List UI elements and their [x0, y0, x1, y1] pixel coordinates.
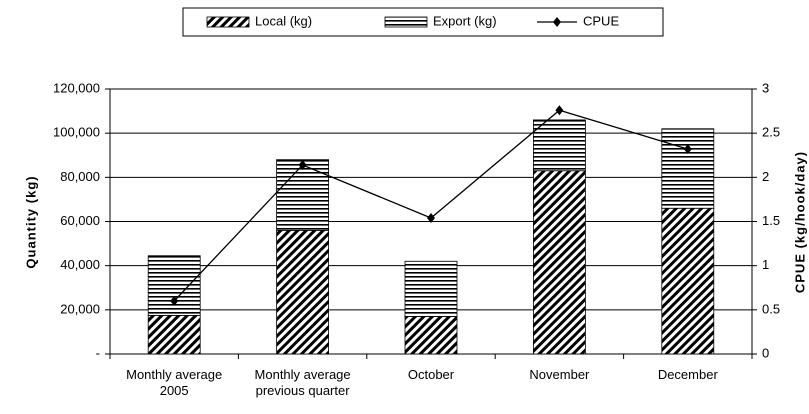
bar: [533, 170, 586, 355]
y2-tick-label: 1.5: [762, 213, 780, 228]
legend-swatch: [206, 16, 250, 28]
y-tick-label: 40,000: [60, 257, 100, 272]
x-tick-label: Monthly average previous quarter: [254, 367, 351, 398]
y-tick-label: 20,000: [60, 301, 100, 316]
y2-tick-label: 1: [762, 257, 769, 272]
legend-label: Local (kg): [255, 13, 312, 28]
y-tick-label: 120,000: [53, 80, 100, 95]
bar: [404, 260, 458, 317]
x-tick-label: Monthly average 2005: [126, 367, 223, 398]
legend-swatch: [384, 16, 428, 28]
marker: [683, 144, 692, 155]
y2-tick-label: 3: [762, 80, 769, 95]
x-tick-label: November: [529, 367, 590, 382]
bar: [661, 207, 715, 355]
y2-tick-label: 0: [762, 345, 769, 360]
bar: [147, 255, 201, 316]
y-tick-label: -: [96, 345, 100, 360]
y-tick-label: 60,000: [60, 213, 100, 228]
y2-tick-label: 2: [762, 169, 769, 184]
bar: [533, 119, 586, 172]
bar: [147, 314, 201, 355]
legend-label: Export (kg): [433, 13, 497, 28]
marker: [170, 296, 179, 306]
marker: [427, 212, 435, 223]
bar: [661, 128, 715, 209]
bar: [276, 159, 330, 231]
y-tick-label: 100,000: [53, 125, 100, 140]
y2-axis-title: CPUE (kg/hook/day): [792, 151, 807, 293]
y-axis-title: Quantity (kg): [23, 175, 38, 268]
x-tick-label: December: [657, 367, 718, 382]
legend-label: CPUE: [583, 13, 619, 28]
bar: [276, 229, 330, 355]
bar: [404, 316, 458, 355]
x-tick-label: October: [407, 367, 455, 382]
y2-tick-label: 2.5: [762, 125, 780, 140]
marker: [298, 159, 307, 170]
legend-marker: [553, 17, 561, 27]
marker: [555, 105, 564, 116]
y2-tick-label: 0.5: [762, 301, 780, 316]
y-tick-label: 80,000: [60, 169, 100, 184]
